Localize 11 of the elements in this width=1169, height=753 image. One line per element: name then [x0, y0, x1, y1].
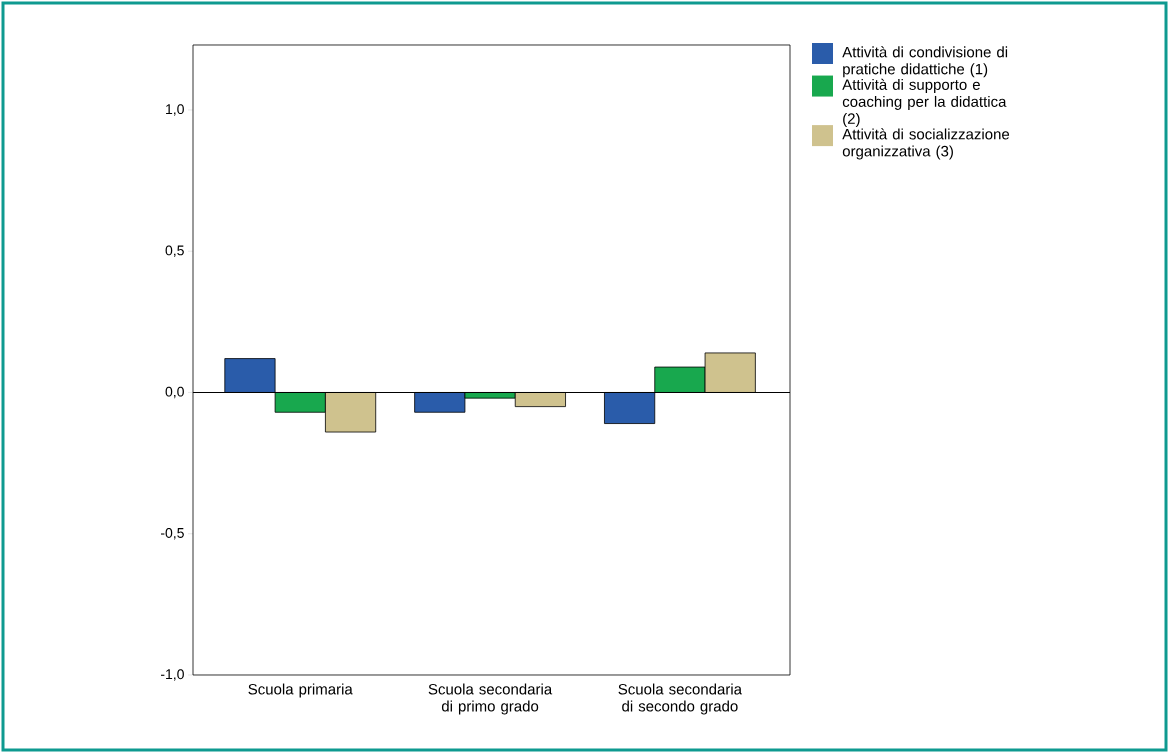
y-tick-label: 0,5 [165, 245, 184, 258]
legend-label: Attività di condivisione di pratiche didattiche (1) [842, 46, 1008, 78]
legend-label: Attività di socializzazione organizzativa (3) [842, 128, 1010, 160]
legend-label: Attività di supporto e coaching per la didattica (2) [842, 78, 1007, 127]
x-tick-label: Scuola secondaria di primo grado [428, 683, 553, 715]
y-tick-label: 1,0 [166, 104, 184, 116]
x-tick-label: Scuola secondaria di secondo grado [618, 683, 743, 715]
x-tick-label: Scuola primaria [248, 683, 353, 698]
y-tick-label: -1,0 [160, 669, 184, 681]
y-tick-label: -0,5 [160, 527, 184, 540]
y-tick-label: 0,0 [165, 386, 184, 399]
